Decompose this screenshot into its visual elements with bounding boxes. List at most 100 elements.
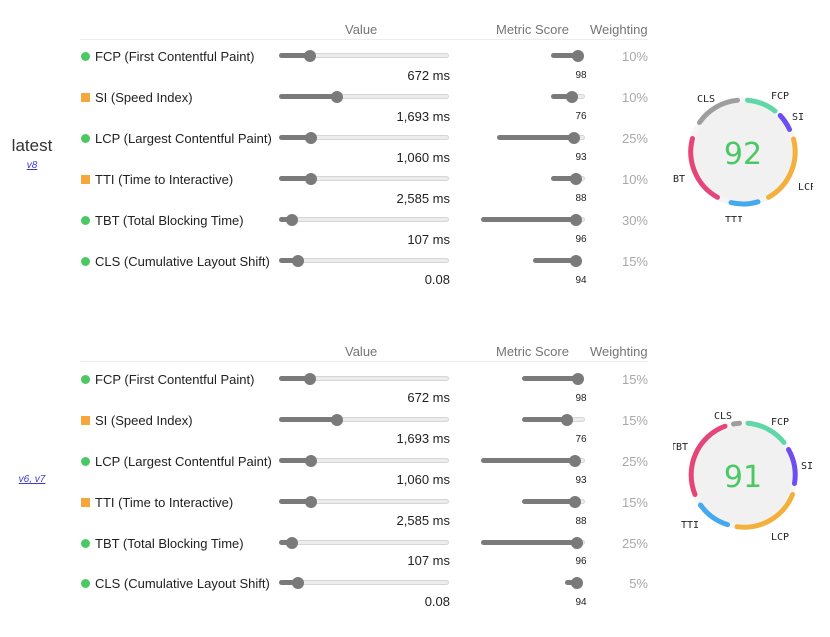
svg-text:TTI: TTI	[725, 215, 743, 222]
column-header-value: Value	[345, 344, 378, 359]
lcp-arc	[734, 492, 795, 530]
metric-weight: 25%	[621, 536, 648, 551]
metric-score: 88	[575, 193, 587, 204]
metric-weight: 25%	[621, 454, 648, 469]
metric-value: 107 ms	[407, 232, 450, 247]
svg-text:CLS: CLS	[714, 411, 732, 422]
metric-value: 1,060 ms	[396, 150, 450, 165]
metric-weight: 5%	[629, 576, 648, 591]
score-bar	[551, 53, 581, 58]
pass-circle-icon	[81, 457, 90, 466]
metric-score: 88	[575, 516, 587, 527]
metric-weight: 25%	[621, 131, 648, 146]
score-bar-thumb	[572, 50, 584, 62]
metric-weight: 30%	[621, 213, 648, 228]
si-arc	[777, 113, 792, 132]
svg-text:FCP: FCP	[771, 91, 789, 102]
metric-value: 672 ms	[407, 390, 450, 405]
metric-label: TBT (Total Blocking Time)	[95, 536, 244, 551]
header-divider	[80, 361, 648, 362]
value-slider-thumb	[304, 50, 316, 62]
metric-value: 2,585 ms	[396, 191, 450, 206]
section-label: latest	[11, 136, 53, 155]
column-header-weighting: Weighting	[590, 22, 648, 37]
metric-weight: 15%	[621, 413, 648, 428]
metric-label: FCP (First Contentful Paint)	[95, 372, 255, 387]
metric-score: 76	[575, 434, 587, 445]
metric-label: FCP (First Contentful Paint)	[95, 49, 255, 64]
metric-value: 0.08	[424, 272, 450, 287]
tbt-arc	[688, 136, 720, 200]
tti-arc	[698, 502, 730, 528]
metric-label: SI (Speed Index)	[95, 413, 193, 428]
metric-score: 93	[575, 475, 587, 486]
metric-weight: 10%	[621, 49, 648, 64]
metric-score: 96	[575, 556, 587, 567]
metric-score: 98	[575, 393, 587, 404]
metric-weight: 10%	[621, 90, 648, 105]
metric-value: 1,693 ms	[396, 431, 450, 446]
column-header-metric-score: Metric Score	[496, 22, 569, 37]
pass-circle-icon	[81, 216, 90, 225]
metric-score: 98	[575, 70, 587, 81]
metric-label: SI (Speed Index)	[95, 90, 193, 105]
tti-arc	[728, 199, 761, 207]
metric-weight: 15%	[621, 495, 648, 510]
pass-circle-icon	[81, 52, 90, 61]
pass-circle-icon	[81, 134, 90, 143]
metric-score: 96	[575, 234, 587, 245]
metric-value: 1,060 ms	[396, 472, 450, 487]
fcp-arc	[745, 97, 778, 114]
performance-score-gauge: 91 FCP SI LCP TTI TBT CLS	[673, 411, 813, 543]
metric-value: 107 ms	[407, 553, 450, 568]
svg-text:TTI: TTI	[681, 520, 699, 531]
si-arc	[786, 447, 798, 486]
metric-weight: 15%	[621, 254, 648, 269]
svg-text:CLS: CLS	[697, 94, 715, 105]
metric-label: TTI (Time to Interactive)	[95, 172, 234, 187]
score-value: 92	[724, 137, 762, 172]
lcp-arc	[766, 136, 798, 200]
metric-score: 94	[575, 597, 587, 608]
svg-text:TBT: TBT	[673, 442, 688, 453]
cls-arc	[731, 420, 742, 427]
svg-text:SI: SI	[801, 461, 813, 472]
average-square-icon	[81, 93, 90, 102]
metric-label: TTI (Time to Interactive)	[95, 495, 234, 510]
header-divider	[80, 39, 648, 40]
performance-score-gauge: 92 FCP SI LCP TTI TBT CLS	[673, 91, 813, 222]
version-link[interactable]: v6, v7	[18, 474, 46, 485]
metric-score: 93	[575, 152, 587, 163]
svg-text:SI: SI	[792, 112, 804, 123]
metric-label: TBT (Total Blocking Time)	[95, 213, 244, 228]
metric-value: 0.08	[424, 594, 450, 609]
svg-text:FCP: FCP	[771, 417, 789, 428]
svg-text:LCP: LCP	[771, 532, 789, 543]
pass-circle-icon	[81, 539, 90, 548]
column-header-value: Value	[345, 22, 378, 37]
metric-label: CLS (Cumulative Layout Shift)	[95, 576, 270, 591]
pass-circle-icon	[81, 579, 90, 588]
metric-label: LCP (Largest Contentful Paint)	[95, 454, 272, 469]
metric-score: 94	[575, 275, 587, 286]
metric-weight: 15%	[621, 372, 648, 387]
metric-weight: 10%	[621, 172, 648, 187]
metric-value: 1,693 ms	[396, 109, 450, 124]
metric-label: CLS (Cumulative Layout Shift)	[95, 254, 270, 269]
average-square-icon	[81, 175, 90, 184]
column-header-weighting: Weighting	[590, 344, 648, 359]
metric-value: 672 ms	[407, 68, 450, 83]
svg-text:TBT: TBT	[673, 174, 685, 185]
average-square-icon	[81, 498, 90, 507]
metric-value: 2,585 ms	[396, 513, 450, 528]
pass-circle-icon	[81, 257, 90, 266]
column-header-metric-score: Metric Score	[496, 344, 569, 359]
version-link[interactable]: v8	[26, 160, 38, 171]
pass-circle-icon	[81, 375, 90, 384]
metric-label: LCP (Largest Contentful Paint)	[95, 131, 272, 146]
score-value: 91	[724, 460, 762, 495]
average-square-icon	[81, 416, 90, 425]
svg-text:LCP: LCP	[798, 182, 813, 193]
fcp-arc	[745, 420, 787, 445]
tbt-arc	[688, 423, 728, 497]
